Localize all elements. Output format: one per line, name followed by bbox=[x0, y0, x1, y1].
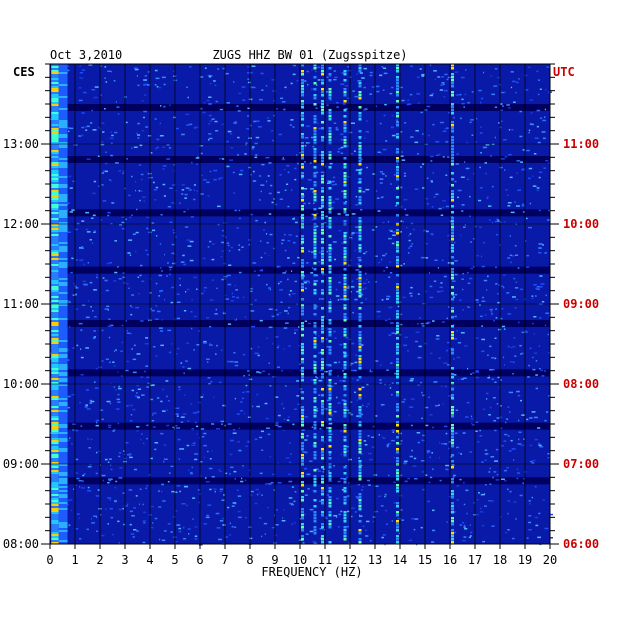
frequency-line bbox=[301, 64, 304, 541]
frequency-line bbox=[321, 64, 324, 544]
x-tick-label: 10 bbox=[293, 553, 307, 567]
x-tick-label: 16 bbox=[443, 553, 457, 567]
frequency-line bbox=[358, 64, 362, 544]
frequency-line bbox=[343, 70, 347, 541]
x-tick-label: 17 bbox=[468, 553, 482, 567]
frequency-line bbox=[396, 64, 399, 544]
x-tick-label: 11 bbox=[318, 553, 332, 567]
right-tick-label: 07:00 bbox=[563, 457, 599, 471]
left-tick-label: 11:00 bbox=[3, 297, 39, 311]
x-tick-label: 20 bbox=[543, 553, 557, 567]
right-tick-label: 09:00 bbox=[563, 297, 599, 311]
x-tick-label: 14 bbox=[393, 553, 407, 567]
left-axis-label: CES bbox=[13, 65, 35, 79]
frequency-line bbox=[451, 64, 454, 544]
x-tick-label: 0 bbox=[46, 553, 53, 567]
frequency-line bbox=[313, 64, 317, 535]
right-tick-label: 11:00 bbox=[563, 137, 599, 151]
low-frequency-band bbox=[51, 64, 68, 544]
x-tick-label: 3 bbox=[121, 553, 128, 567]
x-axis-label: FREQUENCY (HZ) bbox=[261, 565, 362, 579]
left-tick-label: 12:00 bbox=[3, 217, 39, 231]
chart-date: Oct 3,2010 bbox=[50, 48, 122, 62]
right-axis-label: UTC bbox=[553, 65, 575, 79]
noise-speckle bbox=[50, 64, 553, 546]
x-tick-label: 19 bbox=[518, 553, 532, 567]
x-tick-label: 13 bbox=[368, 553, 382, 567]
left-tick-label: 10:00 bbox=[3, 377, 39, 391]
spectrogram-grid bbox=[50, 64, 550, 545]
x-tick-label: 9 bbox=[271, 553, 278, 567]
x-tick-label: 6 bbox=[196, 553, 203, 567]
x-tick-label: 2 bbox=[96, 553, 103, 567]
chart-station-title: ZUGS HHZ BW 01 (Zugsspitze) bbox=[212, 48, 407, 62]
x-tick-label: 18 bbox=[493, 553, 507, 567]
x-tick-label: 4 bbox=[146, 553, 153, 567]
frequency-line bbox=[328, 67, 332, 544]
x-tick-label: 5 bbox=[171, 553, 178, 567]
x-tick-label: 1 bbox=[71, 553, 78, 567]
right-tick-label: 08:00 bbox=[563, 377, 599, 391]
x-tick-label: 7 bbox=[221, 553, 228, 567]
x-tick-label: 12 bbox=[343, 553, 357, 567]
left-tick-label: 13:00 bbox=[3, 137, 39, 151]
right-tick-label: 06:00 bbox=[563, 537, 599, 551]
right-tick-label: 10:00 bbox=[563, 217, 599, 231]
x-tick-label: 8 bbox=[246, 553, 253, 567]
x-tick-label: 15 bbox=[418, 553, 432, 567]
x-axis-ticks: 0 1 2 3 4 5 6 7 8 9 10 11 12 13 14 15 16 17 18 19 20 bbox=[46, 544, 557, 567]
right-axis-ticks: 11:00 10:00 09:00 08:00 07:00 06:00 bbox=[550, 137, 599, 551]
left-tick-label: 09:00 bbox=[3, 457, 39, 471]
left-tick-label: 08:00 bbox=[3, 537, 39, 551]
left-axis-ticks: 13:00 12:00 11:00 10:00 09:00 08:00 bbox=[3, 137, 50, 551]
